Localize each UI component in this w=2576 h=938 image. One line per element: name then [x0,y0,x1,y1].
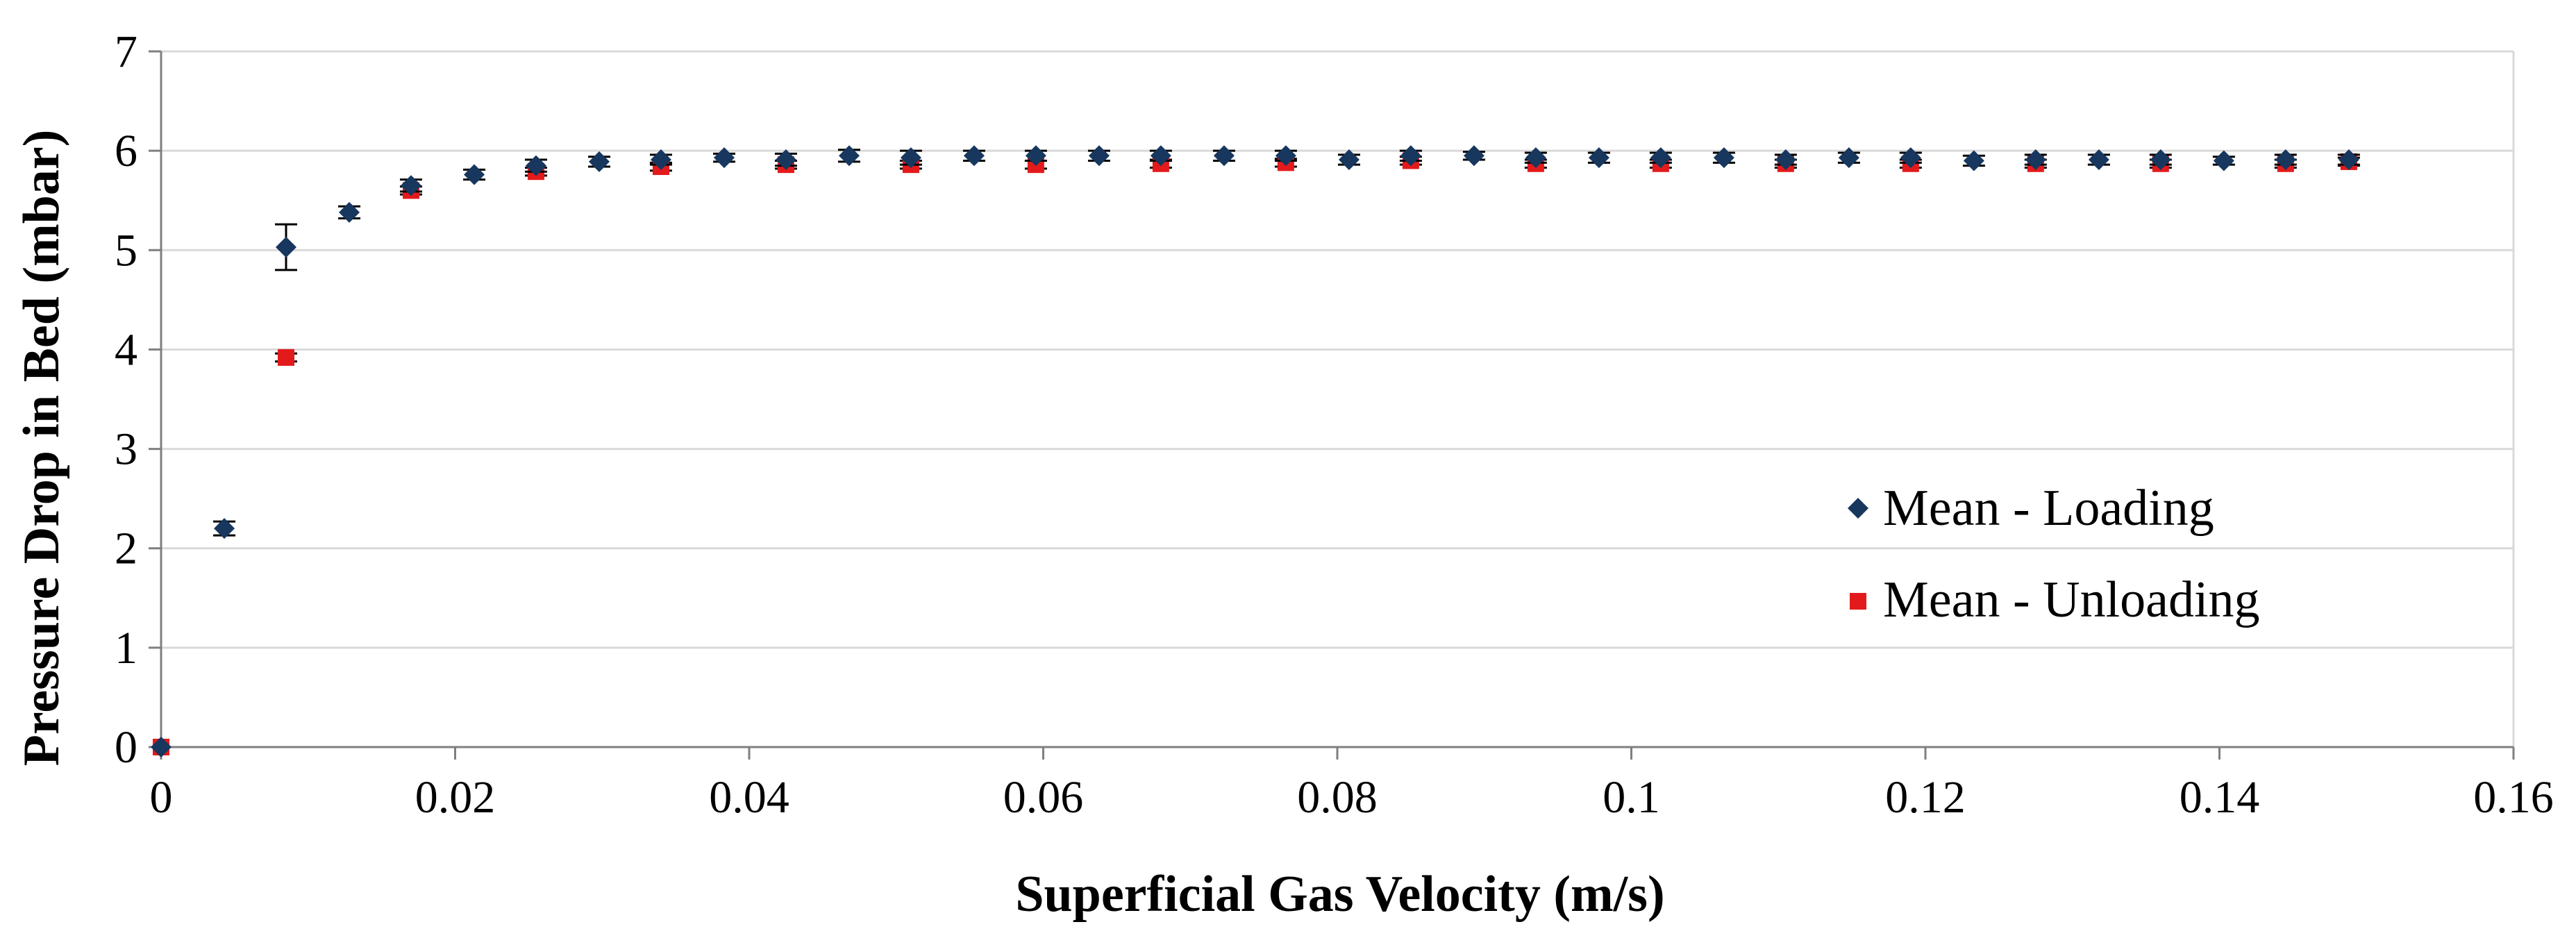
x-tick-label-5: 0.1 [1603,772,1660,823]
y-tick-label-3: 3 [115,424,137,475]
point-loading-31 [2089,149,2109,170]
x-tick-label-6: 0.12 [1885,772,1966,823]
y-tick-label-5: 5 [115,225,137,276]
chart-svg: 0 1 2 3 4 5 6 7 0 0.02 0.04 0.06 0.08 0.1 0.12 0.14 0.16… [0,0,2576,935]
y-tick-label-2: 2 [115,524,137,574]
y-tick-label-7: 7 [115,26,137,77]
point-loading-3 [339,202,360,223]
legend-item-unloading [1850,593,1866,610]
point-loading-13 [964,145,985,166]
chart: 0 1 2 3 4 5 6 7 0 0.02 0.04 0.06 0.08 0.1 0.12 0.14 0.16… [0,0,2576,935]
point-loading-2 [276,237,296,258]
x-tick-label-3: 0.06 [1003,772,1084,823]
x-tick-label-0: 0 [150,772,173,823]
axis-layer: 0 1 2 3 4 5 6 7 0 0.02 0.04 0.06 0.08 0.1 0.12 0.14 0.16 [115,26,2554,823]
legend-label-unloading: Mean - Unloading [1883,571,2260,628]
legend-marker-unloading [1850,593,1866,610]
y-tick-label-4: 4 [115,324,137,375]
x-tick-label-7: 0.14 [2180,772,2260,823]
y-tick-label-6: 6 [115,126,137,176]
legend: Mean - Loading Mean - Unloading [1848,480,2260,628]
point-loading-21 [1464,145,1484,166]
series-layer [151,145,2360,757]
legend-marker-loading [1848,498,1868,519]
point-loading-33 [2214,150,2234,171]
point-loading-11 [839,145,860,166]
x-tick-label-8: 0.16 [2473,772,2554,823]
point-loading-7 [589,151,610,172]
point-loading-15 [1089,145,1110,166]
y-tick-label-1: 1 [115,623,137,673]
point-loading-17 [1214,145,1235,166]
series-unloading [153,152,2360,755]
x-axis-title: Superficial Gas Velocity (m/s) [1015,866,1664,923]
point-loading-5 [464,164,485,185]
legend-label-loading: Mean - Loading [1883,480,2214,537]
y-tick-label-0: 0 [115,722,137,773]
point-unloading-1 [278,349,294,366]
x-tick-label-2: 0.04 [709,772,789,823]
series-loading [151,145,2360,757]
point-loading-29 [1964,150,1984,171]
y-axis-title: Pressure Drop in Bed (mbar) [13,130,70,767]
legend-item-loading [1848,498,1868,519]
point-loading-19 [1339,149,1360,170]
x-tick-label-1: 0.02 [415,772,496,823]
x-tick-label-4: 0.08 [1297,772,1378,823]
